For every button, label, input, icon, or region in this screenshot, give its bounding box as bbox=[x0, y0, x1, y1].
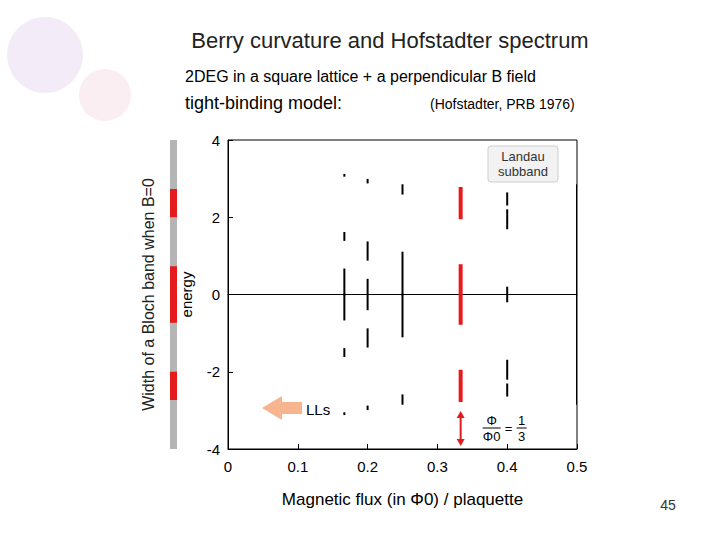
svg-text:0.5: 0.5 bbox=[567, 458, 588, 475]
svg-text:Landau: Landau bbox=[501, 149, 544, 164]
svg-text:energy: energy bbox=[178, 271, 195, 317]
svg-text:0.4: 0.4 bbox=[497, 458, 518, 475]
svg-text:3: 3 bbox=[518, 429, 525, 444]
svg-text:0: 0 bbox=[212, 286, 220, 303]
svg-text:tight-binding model:: tight-binding model: bbox=[185, 93, 342, 113]
svg-text:Width of a Bloch band when B=0: Width of a Bloch band when B=0 bbox=[140, 178, 157, 411]
svg-text:2: 2 bbox=[212, 209, 220, 226]
svg-text:0.2: 0.2 bbox=[357, 458, 378, 475]
svg-text:Berry curvature and Hofstadter: Berry curvature and Hofstadter spectrum bbox=[191, 28, 588, 53]
svg-text:=: = bbox=[505, 421, 513, 436]
svg-text:45: 45 bbox=[660, 497, 676, 513]
svg-text:Φ0: Φ0 bbox=[483, 429, 501, 444]
svg-text:2DEG in a square lattice + a p: 2DEG in a square lattice + a perpendicul… bbox=[185, 68, 536, 85]
svg-text:0.1: 0.1 bbox=[287, 458, 308, 475]
svg-text:(Hofstadter, PRB 1976): (Hofstadter, PRB 1976) bbox=[430, 96, 575, 112]
svg-text:0: 0 bbox=[224, 458, 232, 475]
svg-text:subband: subband bbox=[498, 164, 548, 179]
svg-text:LLs: LLs bbox=[306, 401, 330, 418]
svg-text:Φ: Φ bbox=[486, 413, 496, 428]
svg-text:-2: -2 bbox=[207, 363, 220, 380]
svg-text:Magnetic flux (in Φ0) / plaque: Magnetic flux (in Φ0) / plaquette bbox=[282, 490, 523, 509]
svg-text:-4: -4 bbox=[207, 441, 220, 458]
svg-text:4: 4 bbox=[212, 132, 220, 149]
svg-text:0.3: 0.3 bbox=[427, 458, 448, 475]
svg-text:1: 1 bbox=[518, 413, 525, 428]
